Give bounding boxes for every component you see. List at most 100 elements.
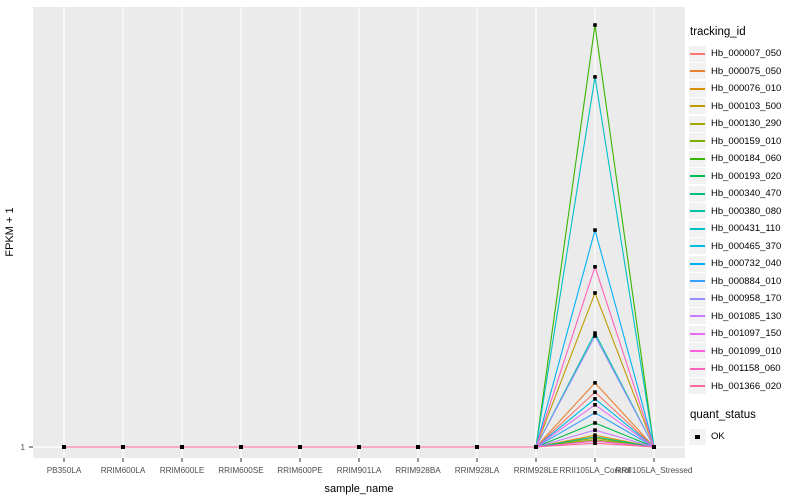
legend-entry-Hb_000159_010: Hb_000159_010 bbox=[689, 133, 797, 151]
legend-key-swatch bbox=[689, 203, 706, 220]
y-tick-label: 1 bbox=[20, 443, 25, 452]
legend-entry-label: Hb_000431_110 bbox=[711, 223, 781, 235]
legend-entry-label: Hb_000732_040 bbox=[711, 258, 782, 270]
legend-color-line bbox=[690, 245, 705, 248]
x-tick-label: RRII105LA_Control bbox=[560, 466, 631, 475]
x-tick-label: RRIM600SE bbox=[218, 466, 264, 475]
legend-entry-label: Hb_001366_020 bbox=[711, 380, 782, 392]
legend-quant-entries: OK bbox=[689, 428, 797, 446]
data-point bbox=[593, 228, 597, 232]
legend-entry-Hb_001158_060: Hb_001158_060 bbox=[689, 360, 797, 378]
x-tick-label: RRII105LA_Stressed bbox=[616, 466, 693, 475]
legend-key-swatch bbox=[689, 273, 706, 290]
data-point bbox=[180, 445, 184, 449]
data-point bbox=[357, 445, 361, 449]
legend-entry-label: Hb_001097_150 bbox=[711, 328, 782, 340]
legend-title-quant-status: quant_status bbox=[690, 409, 756, 421]
x-tick-label: RRIM600PE bbox=[277, 466, 323, 475]
legend-color-line bbox=[690, 52, 705, 55]
data-point bbox=[475, 445, 479, 449]
legend-entry-label: Hb_000193_020 bbox=[711, 170, 782, 182]
legend-entry-Hb_000340_470: Hb_000340_470 bbox=[689, 185, 797, 203]
legend-key-swatch bbox=[689, 150, 706, 167]
data-point bbox=[593, 411, 597, 415]
legend-color-line bbox=[690, 280, 705, 283]
legend-panel: tracking_id Hb_000007_050 Hb_000075_050 Hb… bbox=[689, 26, 797, 446]
data-point bbox=[593, 331, 597, 335]
data-point bbox=[652, 445, 656, 449]
legend-entry-Hb_000193_020: Hb_000193_020 bbox=[689, 168, 797, 186]
legend-key-swatch bbox=[689, 290, 706, 307]
legend-key-swatch bbox=[689, 185, 706, 202]
legend-color-line bbox=[690, 385, 705, 388]
legend-entry-label: Hb_000184_060 bbox=[711, 153, 782, 165]
legend-color-line bbox=[690, 105, 705, 108]
legend-color-line bbox=[690, 332, 705, 335]
legend-key-swatch bbox=[689, 220, 706, 237]
x-tick-label: RRIM928BA bbox=[395, 466, 441, 475]
data-point bbox=[593, 334, 597, 338]
legend-color-line bbox=[690, 157, 705, 160]
x-tick-label: RRIM600LA bbox=[101, 466, 146, 475]
data-point bbox=[593, 390, 597, 394]
legend-key-swatch bbox=[689, 98, 706, 115]
legend-key-swatch bbox=[689, 428, 706, 445]
legend-entry-label: Hb_000075_050 bbox=[711, 65, 782, 77]
legend-entry-Hb_000958_170: Hb_000958_170 bbox=[689, 290, 797, 308]
data-point bbox=[593, 265, 597, 269]
data-point bbox=[534, 445, 538, 449]
data-point bbox=[593, 439, 597, 443]
legend-key-swatch bbox=[689, 133, 706, 150]
legend-color-line bbox=[690, 87, 705, 90]
data-point bbox=[239, 445, 243, 449]
legend-entry-label: OK bbox=[711, 431, 725, 443]
data-point bbox=[593, 403, 597, 407]
legend-entry-label: Hb_000103_500 bbox=[711, 100, 782, 112]
data-point bbox=[593, 381, 597, 385]
legend-entry-Hb_000007_050: Hb_000007_050 bbox=[689, 45, 797, 63]
legend-entry-label: Hb_001085_130 bbox=[711, 310, 782, 322]
legend-entry-Hb_000431_110: Hb_000431_110 bbox=[689, 220, 797, 238]
legend-entry-label: Hb_001099_010 bbox=[711, 345, 782, 357]
data-point bbox=[593, 23, 597, 27]
x-tick-label: RRIM928LA bbox=[455, 466, 500, 475]
legend-entry-Hb_000076_010: Hb_000076_010 bbox=[689, 80, 797, 98]
legend-key-swatch bbox=[689, 343, 706, 360]
legend-color-line bbox=[690, 175, 705, 178]
data-point bbox=[593, 397, 597, 401]
x-tick-label: RRIM901LA bbox=[337, 466, 382, 475]
data-point bbox=[121, 445, 125, 449]
x-tick-label: RRIM928LE bbox=[514, 466, 559, 475]
legend-entry-label: Hb_001158_060 bbox=[711, 363, 781, 375]
data-point bbox=[593, 428, 597, 432]
data-point bbox=[593, 421, 597, 425]
legend-entry-label: Hb_000380_080 bbox=[711, 205, 782, 217]
data-point bbox=[593, 75, 597, 79]
legend-color-line bbox=[690, 210, 705, 213]
legend-entry-label: Hb_000076_010 bbox=[711, 83, 782, 95]
legend-entry-Hb_000884_010: Hb_000884_010 bbox=[689, 273, 797, 291]
data-point bbox=[593, 435, 597, 439]
legend-entry-label: Hb_000340_470 bbox=[711, 188, 782, 200]
legend-key-swatch bbox=[689, 80, 706, 97]
legend-entry-Hb_000075_050: Hb_000075_050 bbox=[689, 63, 797, 81]
legend-entry-quant-ok: OK bbox=[689, 428, 797, 446]
legend-key-swatch bbox=[689, 325, 706, 342]
data-point bbox=[62, 445, 66, 449]
legend-color-line bbox=[690, 227, 705, 230]
legend-key-swatch bbox=[689, 168, 706, 185]
legend-entry-Hb_001366_020: Hb_001366_020 bbox=[689, 378, 797, 396]
legend-tracking-entries: Hb_000007_050 Hb_000075_050 Hb_000076_010 H… bbox=[689, 45, 797, 395]
legend-entry-Hb_000130_290: Hb_000130_290 bbox=[689, 115, 797, 133]
legend-color-line bbox=[690, 367, 705, 370]
legend-entry-Hb_001085_130: Hb_001085_130 bbox=[689, 308, 797, 326]
legend-key-swatch bbox=[689, 63, 706, 80]
legend-entry-Hb_001099_010: Hb_001099_010 bbox=[689, 343, 797, 361]
legend-color-line bbox=[690, 297, 705, 300]
legend-color-line bbox=[690, 262, 705, 265]
data-point bbox=[416, 445, 420, 449]
legend-title-tracking-id: tracking_id bbox=[690, 26, 746, 38]
legend-color-line bbox=[690, 70, 705, 73]
